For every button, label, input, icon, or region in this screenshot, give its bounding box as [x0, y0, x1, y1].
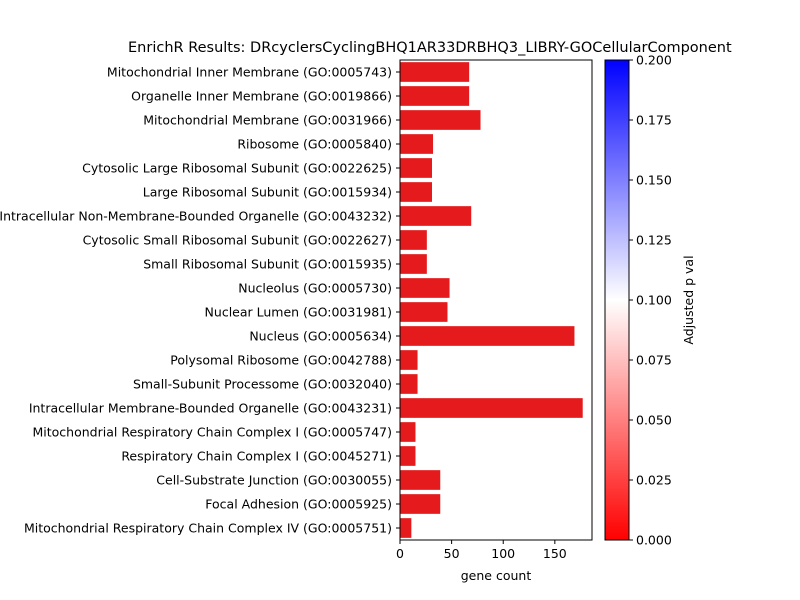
- category-label: Respiratory Chain Complex I (GO:0045271): [121, 449, 392, 464]
- bar: [400, 398, 583, 418]
- category-label: Small Ribosomal Subunit (GO:0015935): [143, 257, 392, 272]
- bar: [400, 110, 481, 130]
- bar: [400, 494, 441, 514]
- bar: [400, 86, 470, 106]
- category-label: Intracellular Non-Membrane-Bounded Organ…: [0, 209, 392, 224]
- category-label: Ribosome (GO:0005840): [237, 137, 392, 152]
- colorbar-label: Adjusted p val: [681, 255, 696, 344]
- category-label: Intracellular Membrane-Bounded Organelle…: [29, 401, 392, 416]
- colorbar-tick-label: 0.200: [636, 53, 672, 68]
- category-label: Mitochondrial Respiratory Chain Complex …: [33, 425, 393, 440]
- bar: [400, 278, 450, 298]
- x-ticks-group: 0 50 100 150: [396, 540, 567, 561]
- bar: [400, 302, 448, 322]
- bar: [400, 350, 418, 370]
- category-label: Nuclear Lumen (GO:0031981): [205, 305, 392, 320]
- x-axis-label: gene count: [461, 568, 532, 583]
- bar: [400, 230, 427, 250]
- category-label: Cytosolic Small Ribosomal Subunit (GO:00…: [83, 233, 392, 248]
- category-label: Small-Subunit Processome (GO:0032040): [133, 377, 392, 392]
- plot-frame: [399, 59, 593, 541]
- category-label: Polysomal Ribosome (GO:0042788): [170, 353, 392, 368]
- bar: [400, 206, 472, 226]
- colorbar-ticks-group: 0.000 0.025 0.050 0.075 0.100 0.125 0.150 0.175…: [629, 53, 672, 548]
- x-tick-label: 50: [444, 546, 460, 561]
- bar: [400, 470, 441, 490]
- category-label: Organelle Inner Membrane (GO:0019866): [131, 89, 392, 104]
- colorbar-tick-label: 0.025: [636, 473, 672, 488]
- bar: [400, 422, 416, 442]
- category-label: Mitochondrial Membrane (GO:0031966): [143, 113, 392, 128]
- bar: [400, 182, 432, 202]
- colorbar-tick-label: 0.050: [636, 413, 672, 428]
- bar: [400, 374, 418, 394]
- colorbar-tick-label: 0.000: [636, 533, 672, 548]
- category-label: Cell-Substrate Junction (GO:0030055): [156, 473, 392, 488]
- colorbar-tick-label: 0.125: [636, 233, 672, 248]
- category-label: Mitochondrial Inner Membrane (GO:0005743…: [107, 65, 392, 80]
- category-label: Focal Adhesion (GO:0005925): [205, 497, 392, 512]
- x-tick-label: 150: [543, 546, 567, 561]
- category-label: Nucleolus (GO:0005730): [238, 281, 392, 296]
- bar: [400, 326, 575, 346]
- category-label: Cytosolic Large Ribosomal Subunit (GO:00…: [82, 161, 392, 176]
- bar: [400, 134, 434, 154]
- colorbar: [604, 59, 630, 541]
- colorbar-tick-label: 0.175: [636, 113, 672, 128]
- category-label: Large Ribosomal Subunit (GO:0015934): [143, 185, 392, 200]
- x-tick-label: 0: [396, 546, 404, 561]
- bar: [400, 518, 412, 538]
- colorbar-tick-label: 0.075: [636, 353, 672, 368]
- category-label: Mitochondrial Respiratory Chain Complex …: [24, 521, 392, 536]
- bar: [400, 446, 416, 466]
- bar: [400, 62, 470, 82]
- bar: [400, 254, 427, 274]
- chart-title: EnrichR Results: DRcyclersCyclingBHQ1AR3…: [128, 40, 732, 56]
- x-tick-label: 100: [491, 546, 515, 561]
- bars-group: [400, 62, 583, 538]
- colorbar-tick-label: 0.100: [636, 293, 672, 308]
- colorbar-tick-label: 0.150: [636, 173, 672, 188]
- category-label: Nucleus (GO:0005634): [249, 329, 392, 344]
- category-labels-group: Mitochondrial Inner Membrane (GO:0005743…: [0, 65, 400, 536]
- bar: [400, 158, 432, 178]
